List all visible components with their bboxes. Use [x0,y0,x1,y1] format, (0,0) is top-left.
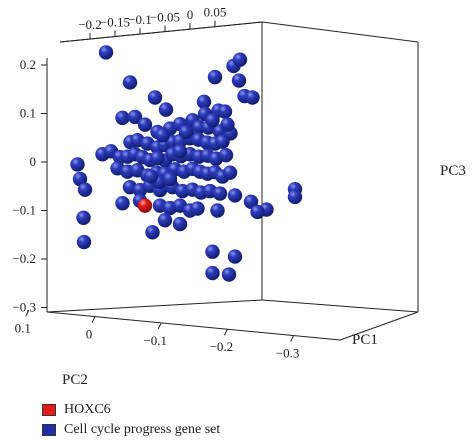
data-point-cell-cycle [127,109,143,125]
top-tick-label: 0.05 [204,5,227,20]
data-point-cell-cycle [222,165,238,180]
pc3-tick-label: −0.1 [12,203,36,218]
data-point-cell-cycle [207,69,223,85]
top-tick-label: −0.05 [150,10,180,25]
pc2-tick-mark [290,335,295,342]
pc3-tick-label: 0.2 [20,57,36,72]
data-point-cell-cycle [115,196,130,211]
axis-ticks: 0.20.10−0.1−0.2−0.3−0.2−0.15−0.1−0.05 0 0.… [12,5,299,361]
data-point-cell-cycle [143,169,159,184]
chart-legend: HOXC6 Cell cycle progress gene set [42,400,220,440]
data-point-cell-cycle [220,117,235,132]
data-point-cell-cycle [77,182,93,197]
pc3-tick-label: 0 [30,154,37,169]
legend-label-hoxc6: HOXC6 [64,402,111,417]
data-point-cell-cycle [231,73,247,88]
data-point-cell-cycle [150,150,165,166]
data-point-cell-cycle [162,171,178,187]
top-tick-label: 0 [187,7,194,22]
data-point-cell-cycle [250,204,265,220]
data-point-cell-cycle [196,94,212,110]
data-point-cell-cycle [155,128,170,143]
legend-swatch-cell-cycle [42,424,56,436]
top-tick-label: −0.2 [78,17,102,32]
data-point-cell-cycle [212,186,228,201]
data-point-hoxc6 [137,198,153,213]
legend-item-hoxc6: HOXC6 [42,400,220,420]
data-point-cell-cycle [147,90,163,105]
data-point-cell-cycle [157,213,173,228]
pc3-tick-label: −0.2 [12,251,36,266]
top-tick-label: −0.1 [128,12,152,27]
data-point-cell-cycle [70,157,85,172]
axis-label-pc3: PC3 [440,163,466,179]
pc2-tick-label: 0.1 [15,320,31,335]
data-point-cell-cycle [137,117,153,132]
pc2-tick-mark [25,310,30,317]
data-point-cell-cycle [76,234,92,250]
data-points [70,45,303,282]
data-point-cell-cycle [205,265,220,281]
legend-label-cell-cycle: Cell cycle progress gene set [64,422,221,437]
data-point-cell-cycle [245,90,260,105]
pc3-tick-label: −0.3 [12,300,36,315]
data-point-cell-cycle [190,201,205,216]
data-point-cell-cycle [221,267,237,282]
data-point-cell-cycle [205,113,220,128]
data-point-cell-cycle [76,210,91,225]
pc2-tick-label: 0 [86,327,93,342]
pc2-tick-label: −0.3 [276,346,300,361]
pc2-tick-mark [157,322,162,330]
data-point-cell-cycle [210,203,225,218]
data-point-cell-cycle [227,249,243,264]
data-point-cell-cycle [217,104,233,119]
data-point-cell-cycle [172,144,188,159]
data-point-cell-cycle [145,225,160,240]
data-point-cell-cycle [215,134,230,149]
data-point-cell-cycle [205,244,220,259]
pc2-tick-label: −0.1 [143,333,167,348]
pc3-tick-label: 0.1 [20,106,36,121]
pc2-tick-mark [91,316,96,323]
axis-label-pc2: PC2 [62,372,88,388]
pc2-tick-label: −0.2 [210,339,234,354]
data-point-cell-cycle [232,52,248,67]
data-point-cell-cycle [178,124,194,140]
data-point-cell-cycle [287,189,303,205]
legend-item-cell-cycle: Cell cycle progress gene set [42,420,220,440]
data-point-cell-cycle [227,188,243,203]
data-point-cell-cycle [72,171,88,187]
legend-swatch-hoxc6 [42,404,56,416]
data-point-cell-cycle [158,102,174,117]
data-point-cell-cycle [122,75,138,90]
data-point-cell-cycle [98,45,114,60]
top-tick-label: −0.15 [100,15,130,30]
axis-label-pc1: PC1 [352,332,378,348]
data-point-cell-cycle [218,148,234,163]
data-point-cell-cycle [172,216,188,232]
data-point-cell-cycle [115,110,130,126]
pc2-tick-mark [223,329,228,336]
